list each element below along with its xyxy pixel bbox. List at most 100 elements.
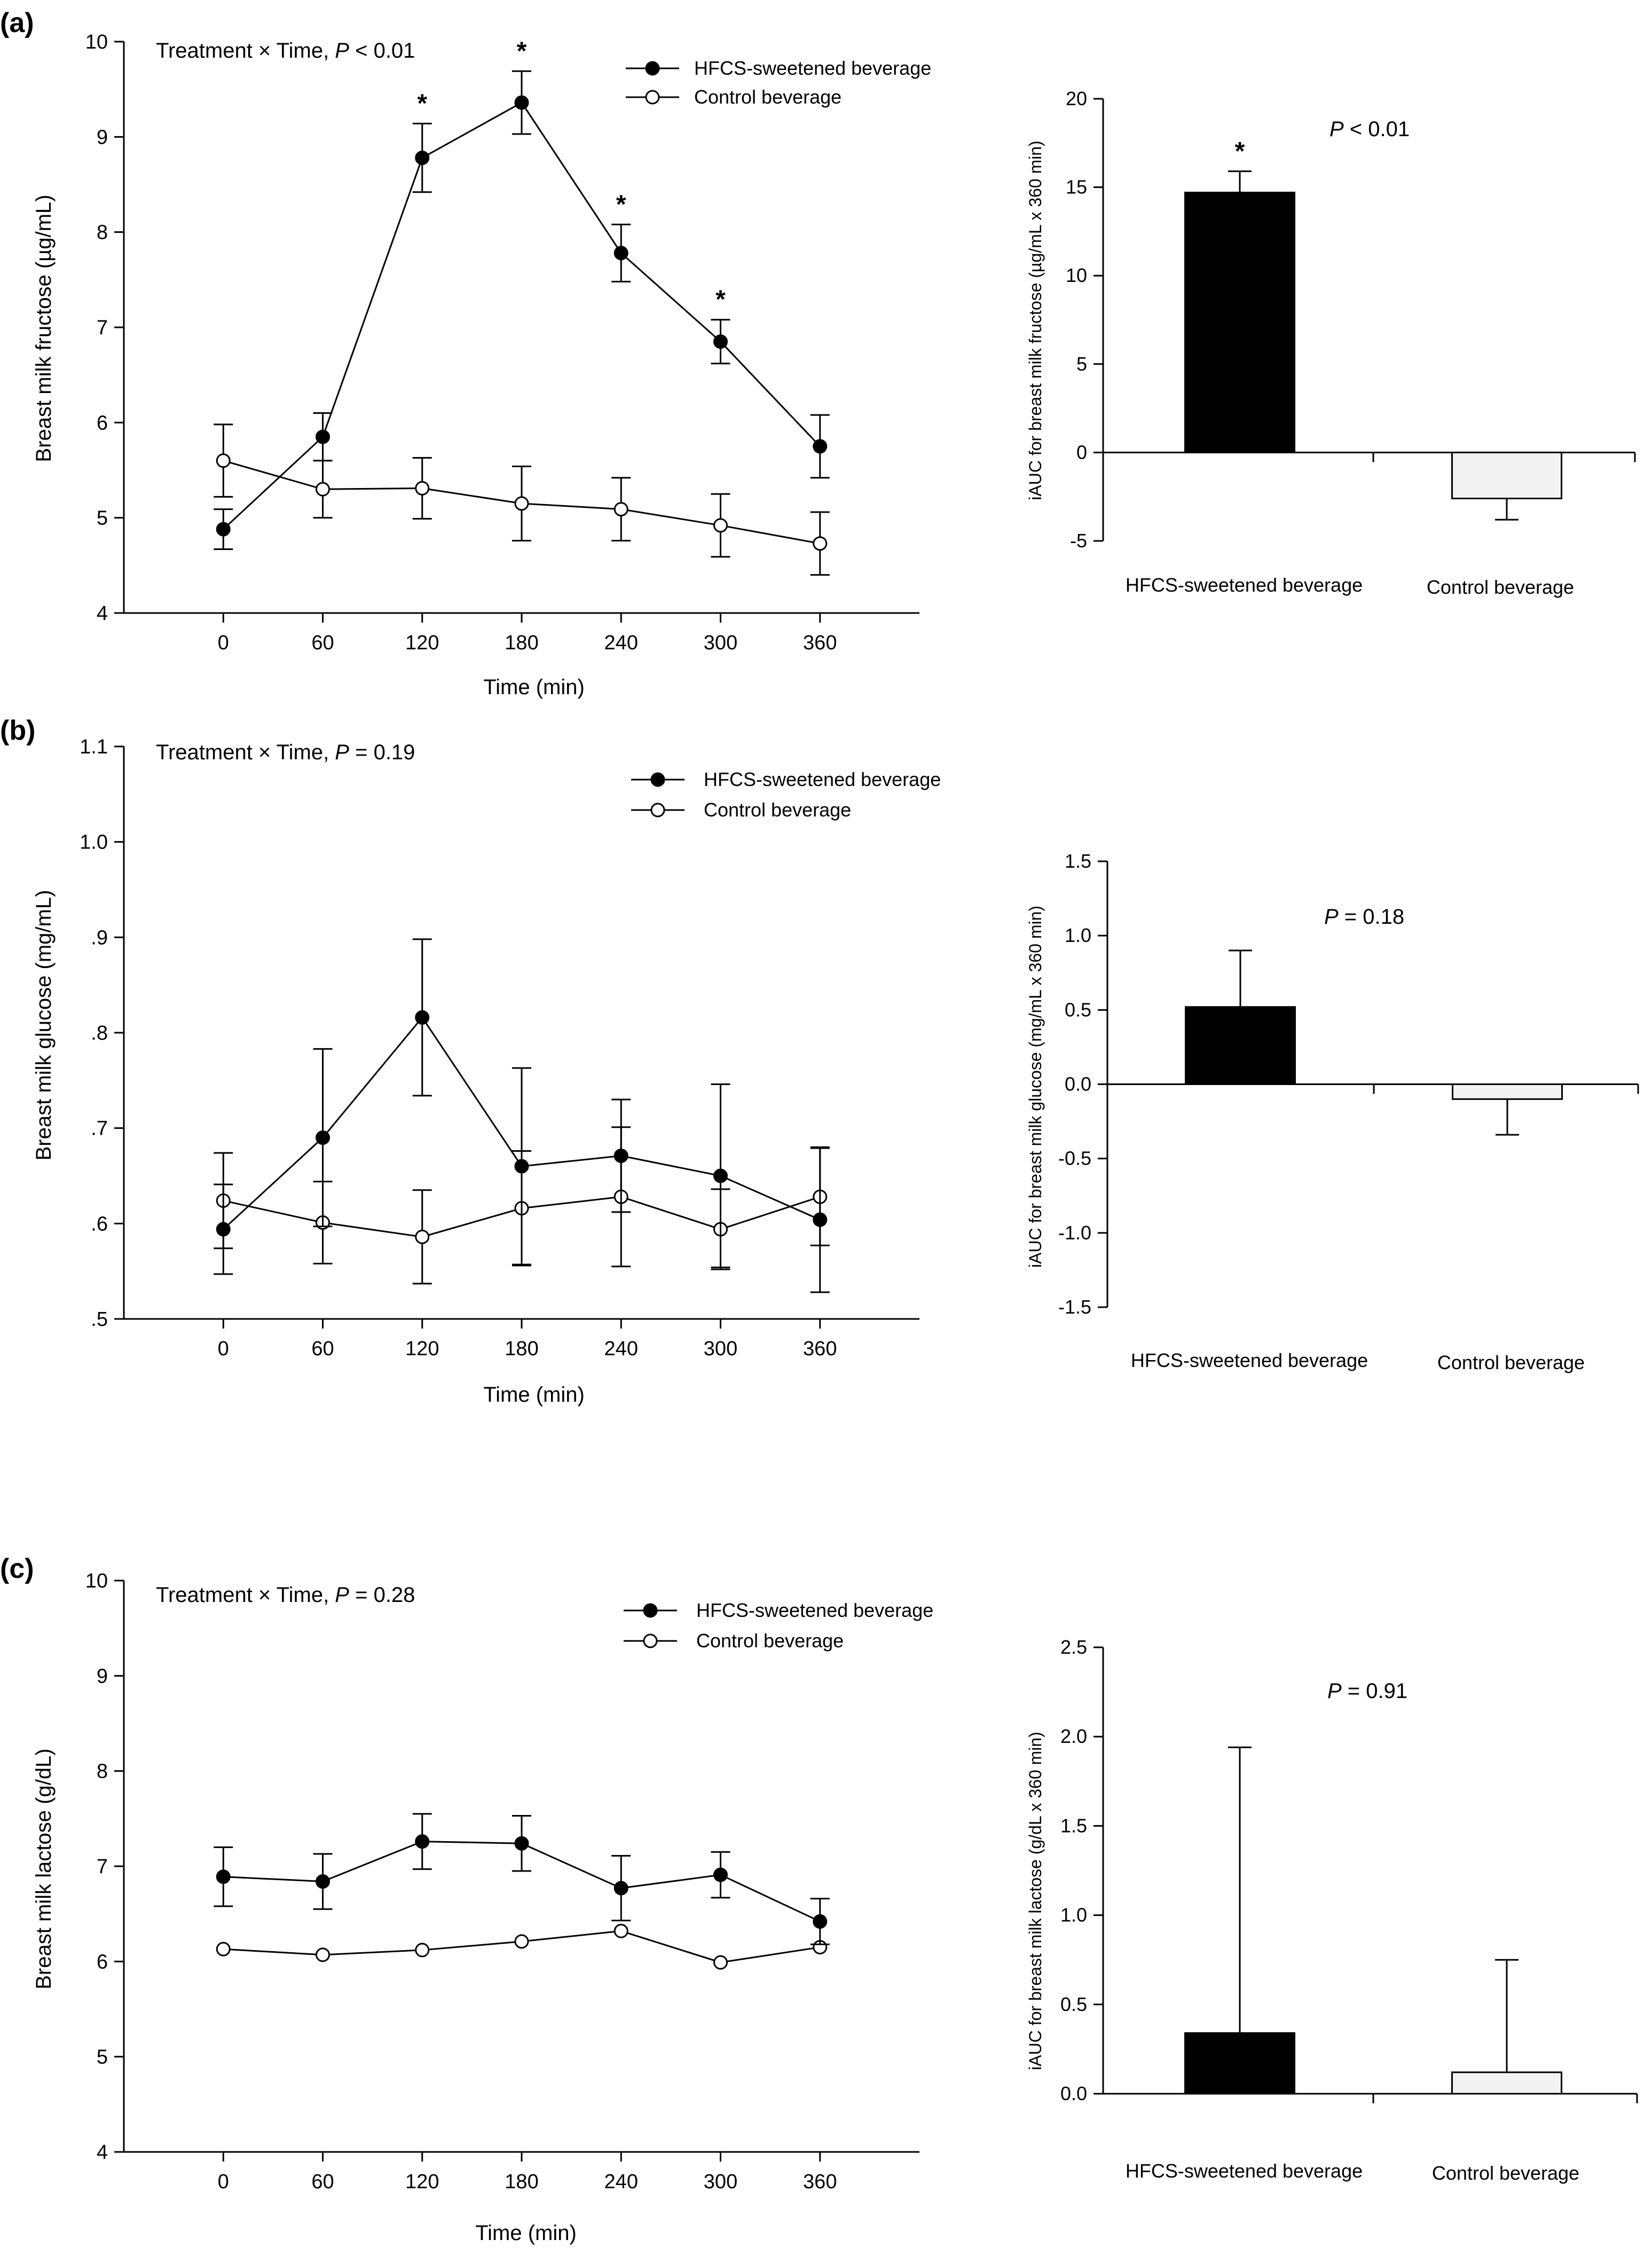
panel-b-legend: HFCS-sweetened beverage Control beverage (631, 768, 941, 821)
control-data-point (415, 481, 430, 496)
y-tick-label: -1.0 (1058, 1222, 1091, 1244)
y-tick-label: .9 (91, 926, 108, 949)
panel-b-bar-marks: -1.5 -1.0 -0.5 0.0 0.5 1.0 1.5 (1058, 850, 1639, 1318)
x-tick-label: 240 (604, 2171, 638, 2193)
panel-b-line-ylabel: Breast milk glucose (mg/mL) (32, 890, 56, 1161)
hfcs-data-point (316, 1874, 330, 1889)
panel-c-line-marks: 4 5 6 7 8 9 10 0 60 120 180 240 300 360 (85, 1570, 919, 2193)
panel-a-bar-category-hfcs: HFCS-sweetened beverage (1126, 574, 1363, 596)
hfcs-data-point (216, 1869, 231, 1884)
hfcs-data-point (813, 1212, 828, 1227)
y-tick-label: 20 (1066, 88, 1087, 109)
hfcs-data-point (316, 1130, 330, 1145)
y-tick-label: 9 (97, 126, 108, 148)
control-bar (1452, 1083, 1563, 1100)
hfcs-bar (1185, 1006, 1296, 1086)
hfcs-data-point (713, 334, 728, 349)
legend-hfcs-marker (645, 61, 660, 76)
y-tick-label: 5 (1076, 353, 1087, 375)
hfcs-data-point (514, 1836, 529, 1851)
panel-c-bar-annotation: P = 0.91 (1327, 1679, 1407, 1703)
hfcs-data-point (514, 95, 529, 110)
legend-hfcs-marker (650, 772, 665, 787)
panel-c-bar-category-control: Control beverage (1432, 2162, 1579, 2184)
hfcs-data-point (216, 1222, 231, 1237)
y-tick-label: 2.5 (1060, 1636, 1087, 1658)
x-tick-label: 0 (218, 632, 229, 654)
panel-c-label: (c) (0, 1553, 34, 1584)
panel-a-bar-chart: P < 0.01 iAUC for breast milk fructose (… (1026, 88, 1636, 598)
x-tick-label: 60 (311, 1338, 334, 1360)
y-tick-label: 10 (85, 1570, 108, 1592)
panel-c-bar-chart: P = 0.91 iAUC for breast milk lactose (g… (1026, 1636, 1638, 2184)
x-tick-label: 360 (803, 632, 837, 654)
control-data-point (316, 482, 330, 497)
hfcs-data-point (813, 1914, 828, 1929)
hfcs-data-point (713, 1168, 728, 1183)
legend-hfcs-label: HFCS-sweetened beverage (696, 1599, 933, 1621)
y-tick-label: 10 (1066, 264, 1087, 286)
panel-b-bar-category-control: Control beverage (1437, 1351, 1585, 1373)
hfcs-bar (1184, 192, 1295, 453)
panel-a-bar-category-control: Control beverage (1427, 576, 1574, 598)
control-data-point (713, 518, 728, 533)
panel-c-bar-marks: 0.0 0.5 1.0 1.5 2.0 2.5 (1060, 1636, 1638, 2104)
x-tick-label: 240 (604, 1338, 638, 1360)
panel-a-line-marks: 4 5 6 7 8 9 10 0 60 120 180 240 300 360 * * * * (85, 31, 919, 654)
legend-control-marker (645, 90, 660, 105)
panel-b-bar-category-hfcs: HFCS-sweetened beverage (1131, 1349, 1368, 1371)
y-tick-label: 2.0 (1060, 1725, 1087, 1747)
control-data-point (514, 496, 529, 511)
control-bar (1451, 451, 1562, 500)
legend-hfcs-marker (643, 1603, 658, 1618)
panel-a-line-ylabel: Breast milk fructose (µg/mL) (32, 195, 56, 462)
y-tick-label: 10 (85, 31, 108, 53)
x-tick-label: 120 (405, 632, 439, 654)
hfcs-data-point (613, 1881, 628, 1896)
hfcs-data-point (713, 1867, 728, 1882)
panel-b-bar-annotation: P = 0.18 (1324, 905, 1404, 929)
hfcs-data-point (316, 429, 330, 444)
panel-b-line-marks: .5 .6 .7 .8 .9 1.0 1.1 0 60 120 180 240 300 360 (80, 736, 919, 1360)
panel-a-bar-marks: -5 0 5 10 15 20 * (1066, 88, 1636, 552)
hfcs-data-point (613, 246, 628, 261)
hfcs-data-point (216, 522, 231, 537)
hfcs-data-point (415, 1010, 430, 1025)
panel-a-line-chart: Treatment × Time, P < 0.01 Breast milk f… (32, 31, 931, 699)
x-tick-label: 300 (704, 2171, 737, 2193)
control-data-point (415, 1229, 430, 1244)
y-tick-label: 0.5 (1060, 1993, 1087, 2015)
panel-a-bar-annotation: P < 0.01 (1330, 117, 1410, 141)
legend-control-marker (650, 803, 665, 818)
y-tick-label: -0.5 (1058, 1148, 1091, 1169)
panel-b-line-xlabel: Time (min) (483, 1383, 585, 1406)
significance-marker: * (715, 286, 726, 314)
y-tick-label: 1.5 (1060, 1814, 1087, 1836)
control-data-point (216, 453, 231, 468)
panel-c-bar-category-hfcs: HFCS-sweetened beverage (1126, 2160, 1363, 2182)
x-tick-label: 300 (704, 632, 737, 654)
panel-b-line-chart: Treatment × Time, P = 0.19 Breast milk g… (32, 736, 941, 1406)
legend-control-label: Control beverage (704, 799, 851, 821)
x-tick-label: 180 (505, 632, 538, 654)
significance-marker: * (1235, 137, 1245, 166)
y-tick-label: 7 (97, 1856, 108, 1878)
y-tick-label: 0.0 (1060, 2083, 1087, 2104)
panel-c-line-xlabel: Time (min) (475, 2221, 577, 2245)
x-tick-label: 240 (604, 632, 638, 654)
y-tick-label: 8 (97, 222, 108, 244)
x-tick-label: 120 (405, 1338, 439, 1360)
panel-b-line-annotation: Treatment × Time, P = 0.19 (156, 741, 415, 764)
panel-c-line-chart: Treatment × Time, P = 0.28 Breast milk l… (32, 1570, 933, 2245)
x-tick-label: 0 (218, 2171, 229, 2193)
panel-a-line-xlabel: Time (min) (483, 675, 585, 699)
x-tick-label: 180 (505, 1338, 538, 1360)
y-tick-label: 7 (97, 317, 108, 339)
x-tick-label: 0 (218, 1338, 229, 1360)
hfcs-bar (1184, 2032, 1295, 2095)
panel-a-line-annotation: Treatment × Time, P < 0.01 (156, 39, 415, 62)
y-tick-label: 0.0 (1065, 1073, 1091, 1095)
y-tick-label: 5 (97, 507, 108, 530)
panel-a-legend: HFCS-sweetened beverage Control beverage (626, 57, 931, 108)
